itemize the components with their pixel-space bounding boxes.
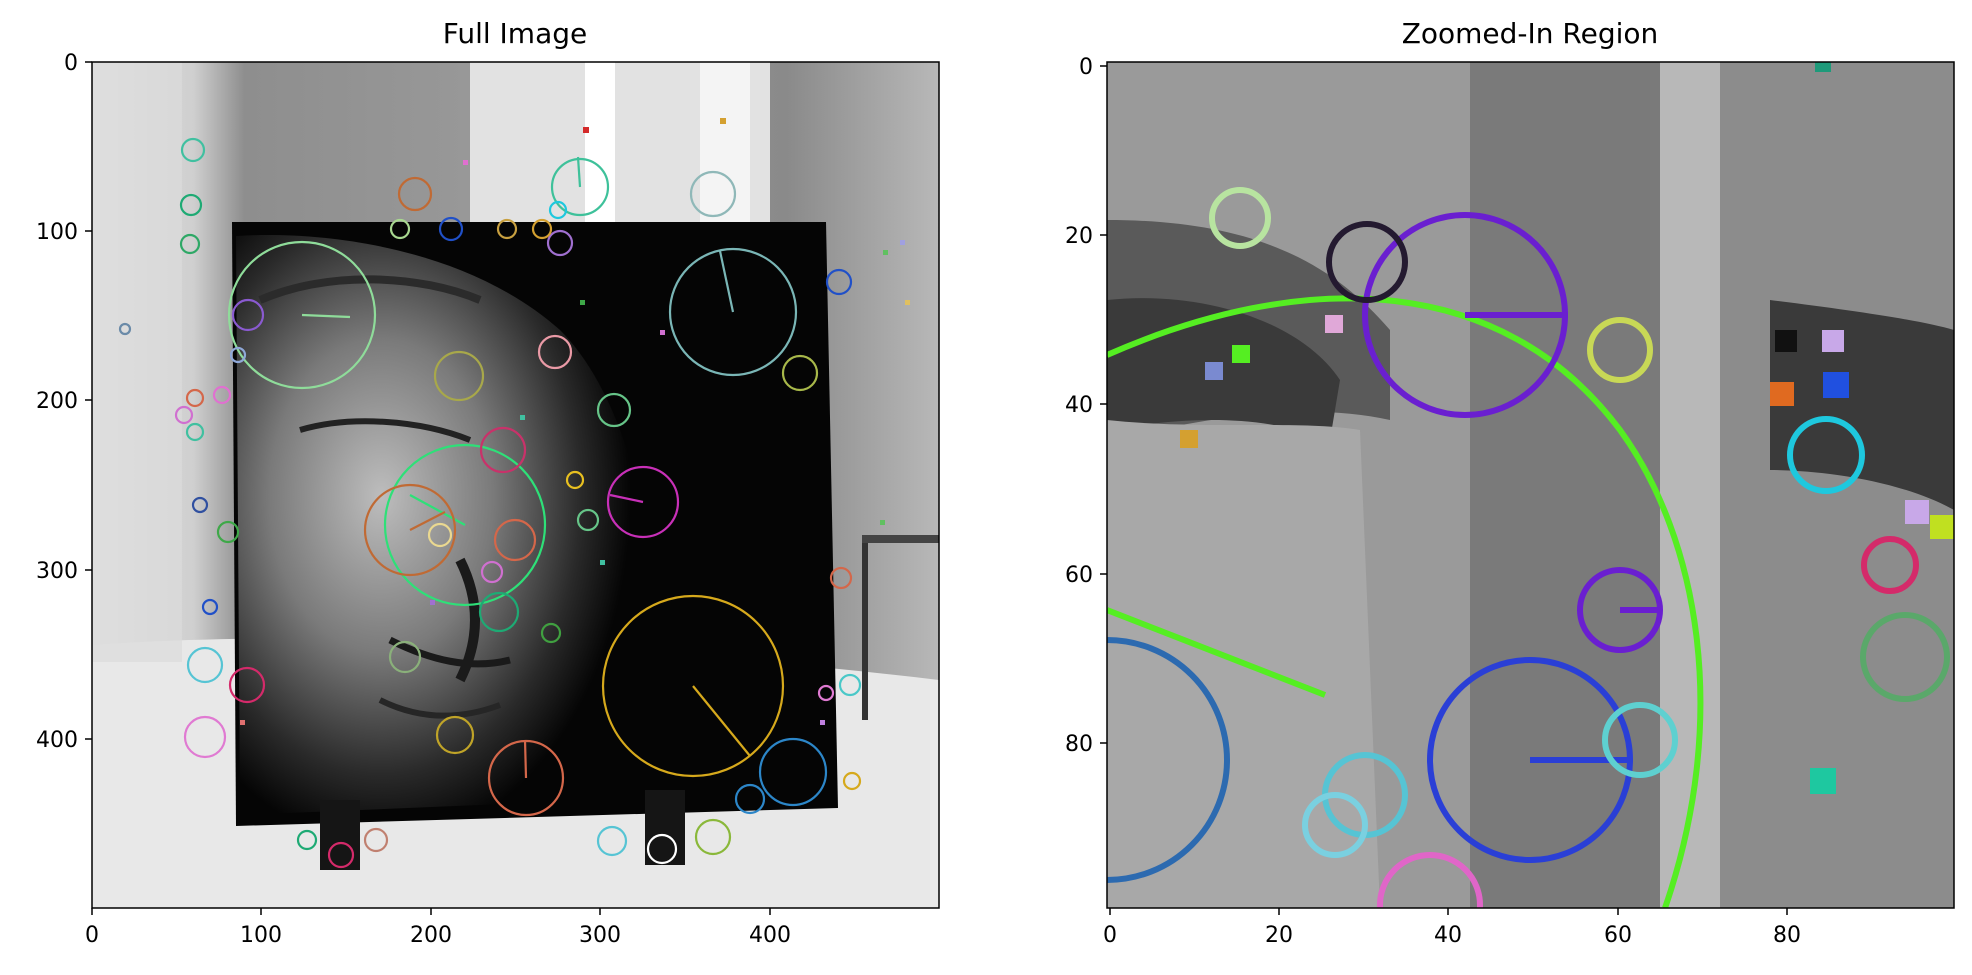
left-x-tick-label: 300 bbox=[579, 923, 621, 948]
full-image-photo bbox=[92, 62, 939, 908]
left-axes-frame bbox=[91, 61, 940, 909]
right-x-tick-label: 60 bbox=[1604, 923, 1632, 948]
right-x-tick-label: 80 bbox=[1773, 923, 1801, 948]
keypoints-full bbox=[118, 137, 862, 869]
right-x-tick-label: 40 bbox=[1434, 923, 1462, 948]
left-x-tick-label: 100 bbox=[240, 923, 282, 948]
left-y-tick-label: 100 bbox=[36, 220, 78, 245]
keypoint-dots-zoomed bbox=[1180, 62, 1954, 794]
left-y-axis bbox=[85, 61, 92, 740]
left-x-tick-label: 400 bbox=[749, 923, 791, 948]
right-x-tick-label: 0 bbox=[1103, 923, 1117, 948]
right-y-tick-label: 0 bbox=[1079, 55, 1093, 80]
right-x-axis bbox=[1109, 908, 1788, 915]
left-y-tick-label: 200 bbox=[36, 389, 78, 414]
left-x-tick-label: 200 bbox=[410, 923, 452, 948]
right-panel: Zoomed-In Region bbox=[1065, 17, 1955, 948]
right-y-tick-label: 80 bbox=[1065, 732, 1093, 757]
left-x-axis bbox=[91, 908, 771, 915]
keypoints-zoomed bbox=[1107, 187, 1950, 908]
right-y-tick-label: 20 bbox=[1065, 224, 1093, 249]
left-panel: Full Image bbox=[36, 17, 940, 948]
right-y-tick-label: 40 bbox=[1065, 393, 1093, 418]
right-axes-frame bbox=[1106, 61, 1955, 909]
left-y-tick-label: 0 bbox=[64, 51, 78, 76]
left-x-tick-label: 0 bbox=[85, 923, 99, 948]
left-panel-title: Full Image bbox=[443, 17, 587, 50]
left-y-tick-label: 400 bbox=[36, 728, 78, 753]
right-y-tick-label: 60 bbox=[1065, 563, 1093, 588]
right-y-axis bbox=[1100, 65, 1107, 744]
left-y-tick-label: 300 bbox=[36, 559, 78, 584]
zoomed-image bbox=[1107, 62, 1954, 908]
keypoint-dots-full bbox=[240, 118, 910, 725]
right-x-tick-label: 20 bbox=[1265, 923, 1293, 948]
right-panel-title: Zoomed-In Region bbox=[1402, 17, 1659, 50]
